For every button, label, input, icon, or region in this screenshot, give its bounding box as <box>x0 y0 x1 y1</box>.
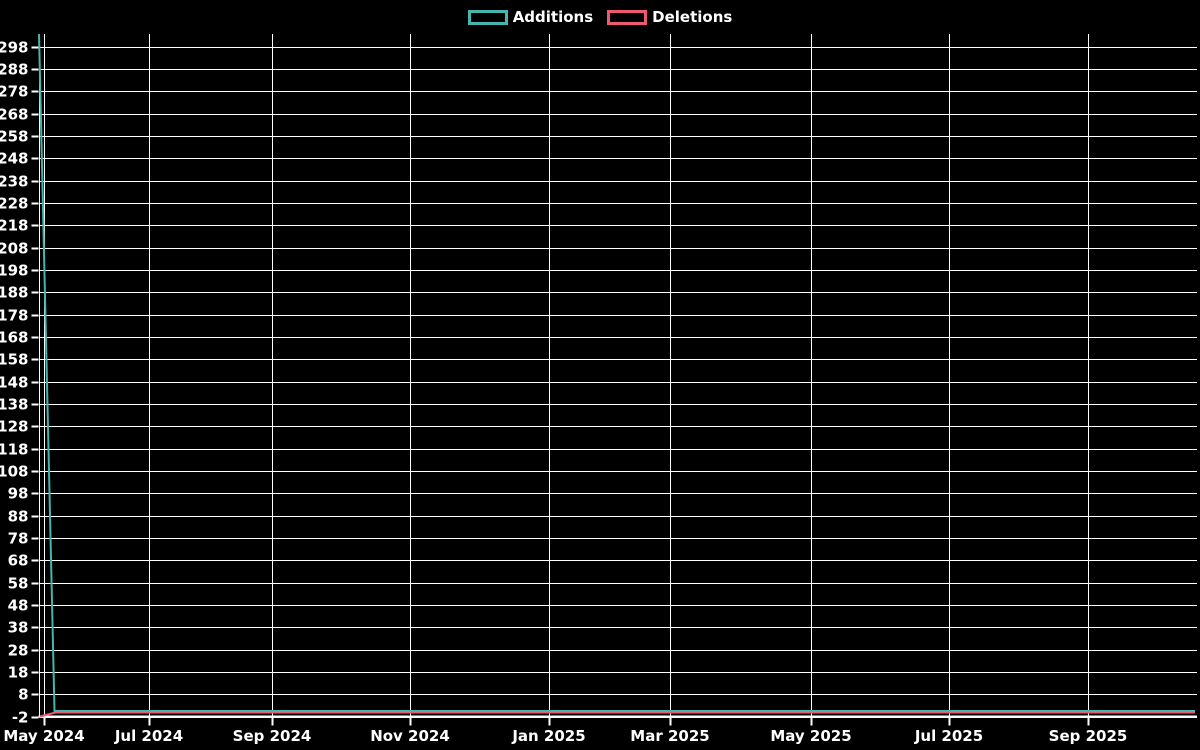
y-tick-label: 38 <box>8 619 29 637</box>
y-tick-label: -2 <box>12 709 29 727</box>
y-tick-label: 248 <box>0 150 29 168</box>
y-tick-label: 188 <box>0 284 29 302</box>
y-tick-label: 8 <box>18 686 28 704</box>
y-tick-label: 148 <box>0 374 29 392</box>
y-tick-label: 108 <box>0 463 29 481</box>
y-tick-label: 18 <box>8 664 29 682</box>
y-tick-label: 258 <box>0 128 29 146</box>
y-tick-label: 68 <box>8 552 29 570</box>
x-tick-label: May 2024 <box>3 727 84 745</box>
additions-line <box>38 33 1195 712</box>
x-tick-label: Jul 2025 <box>914 727 983 745</box>
deletions-swatch-icon <box>607 9 648 25</box>
y-tick-label: 228 <box>0 195 29 213</box>
legend-label-additions: Additions <box>512 7 594 26</box>
additions-swatch-icon <box>467 9 508 25</box>
y-tick-label: 58 <box>8 575 29 593</box>
y-tick-label: 178 <box>0 307 29 325</box>
y-tick-label: 118 <box>0 441 29 459</box>
legend-label-deletions: Deletions <box>652 7 733 26</box>
y-tick-label: 168 <box>0 329 29 347</box>
y-tick-label: 78 <box>8 530 29 548</box>
y-tick-label: 48 <box>8 597 29 615</box>
y-tick-label: 268 <box>0 106 29 124</box>
y-tick-label: 238 <box>0 173 29 191</box>
x-tick-label: May 2025 <box>770 727 851 745</box>
legend-item-deletions: Deletions <box>607 7 733 26</box>
y-tick-label: 298 <box>0 39 29 57</box>
y-tick-label: 208 <box>0 240 29 258</box>
x-tick-label: Mar 2025 <box>630 727 709 745</box>
y-tick-label: 88 <box>8 508 29 526</box>
x-tick-label: Sep 2025 <box>1049 727 1128 745</box>
y-tick-label: 288 <box>0 61 29 79</box>
x-tick-label: Nov 2024 <box>370 727 450 745</box>
y-tick-label: 28 <box>8 642 29 660</box>
chart-legend: Additions Deletions <box>0 8 1200 26</box>
y-tick-label: 98 <box>8 485 29 503</box>
y-tick-label: 218 <box>0 217 29 235</box>
y-tick-label: 138 <box>0 396 29 414</box>
legend-item-additions: Additions <box>467 7 594 26</box>
y-tick-label: 198 <box>0 262 29 280</box>
x-tick-label: Sep 2024 <box>233 727 312 745</box>
y-tick-label: 158 <box>0 351 29 369</box>
x-tick-label: Jul 2024 <box>114 727 183 745</box>
deletions-line <box>39 711 1195 718</box>
x-tick-label: Jan 2025 <box>511 727 585 745</box>
y-tick-label: 128 <box>0 418 29 436</box>
y-tick-label: 278 <box>0 83 29 101</box>
